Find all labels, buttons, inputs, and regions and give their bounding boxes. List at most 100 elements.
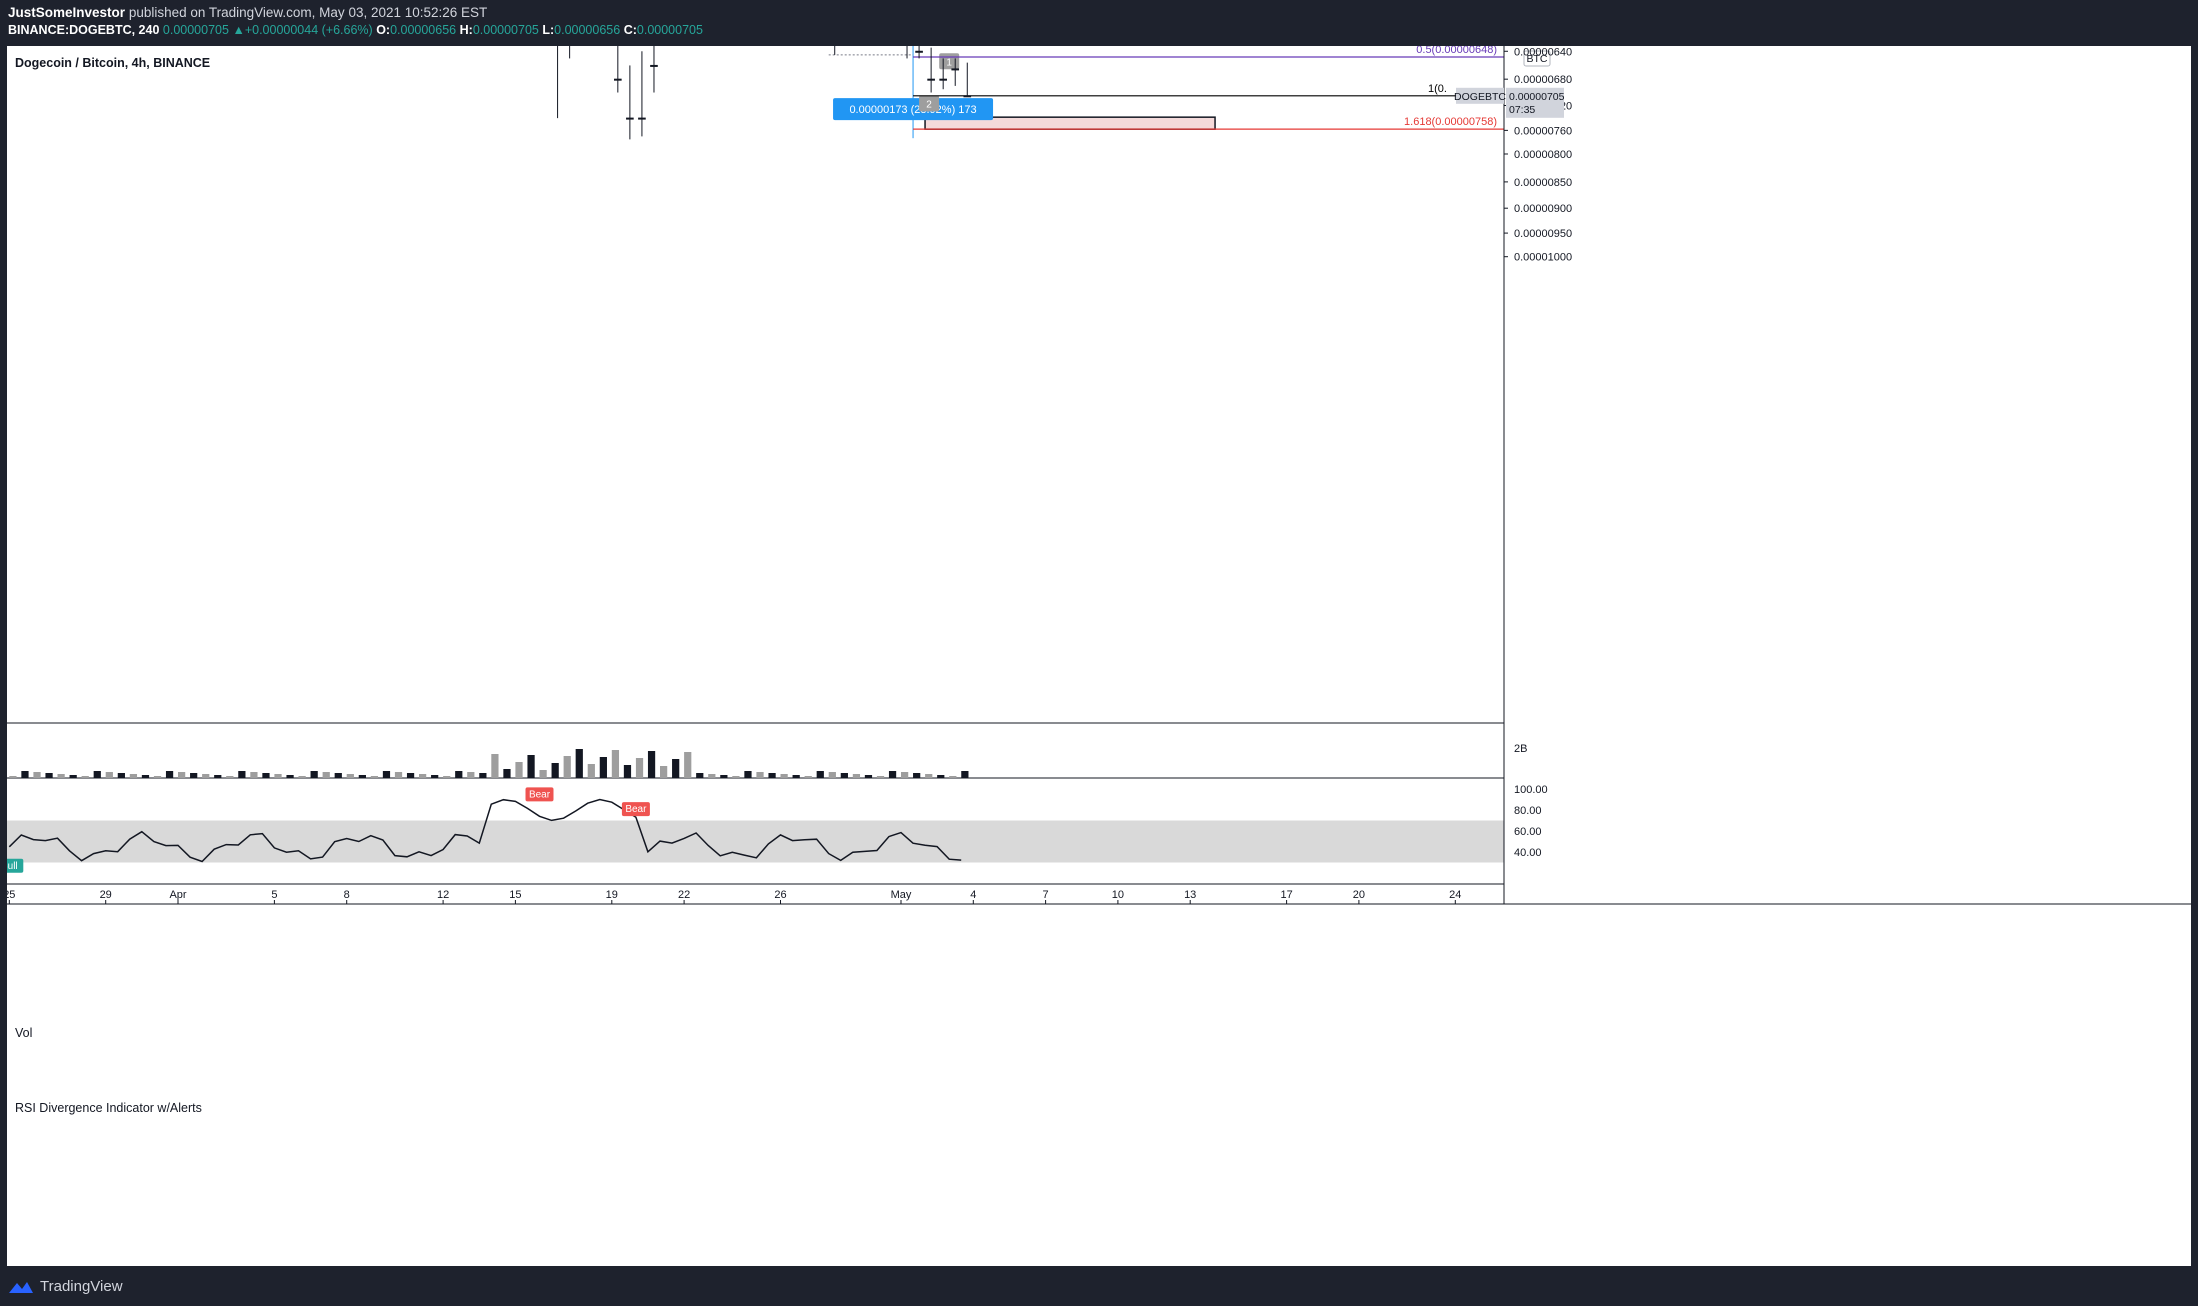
x-tick-label: Apr [169, 889, 186, 901]
volume-bar [370, 776, 379, 778]
volume-bar [828, 772, 836, 778]
volume-bar [153, 776, 162, 778]
y-tick-label: 0.00000950 [1514, 228, 1572, 240]
symbol-label-bg [1456, 87, 1504, 104]
x-tick-label: 10 [1112, 889, 1124, 901]
volume-bar [925, 774, 933, 778]
volume-bar [708, 774, 716, 778]
x-tick-label: 13 [1184, 889, 1196, 901]
rsi-line [8, 798, 962, 863]
volume-bar [117, 773, 125, 778]
volume-bar [57, 774, 65, 778]
volume-bar [479, 773, 487, 778]
high-value: 0.00000705 [472, 23, 539, 37]
y-tick-label: 0.00000640 [1514, 46, 1572, 58]
author-name[interactable]: JustSomeInvestor [8, 5, 126, 20]
volume-bar [852, 774, 861, 778]
volume-bar [443, 776, 451, 778]
price-axis[interactable]: BTC 0.00001000 0.00000950 0.00000900 0.00000… [1454, 46, 1572, 904]
ohlc-line: BINANCE:DOGEBTC, 240 0.00000705 ▲+0.0000… [8, 23, 703, 37]
volume-bar [21, 771, 29, 778]
volume-bar [635, 758, 644, 778]
tradingview-icon [9, 1281, 33, 1293]
candle-body [915, 50, 923, 53]
volume-bar [33, 772, 41, 778]
time-axis[interactable]: 25 29 Apr 5 8 12 15 19 22 26 May 4 7 10 13 17 20 24 [7, 889, 2191, 905]
volume-bar [527, 755, 535, 778]
measure-label: 0.00000173 (28.92%) 173 [849, 104, 976, 116]
volume-pane: 2B [9, 743, 1527, 778]
rsi-tick-label: 100.00 [1514, 784, 1548, 796]
volume-bar [358, 775, 366, 778]
volume-bar [129, 774, 138, 778]
volume-bar [876, 776, 885, 778]
volume-bar [864, 775, 873, 778]
brand-text: TradingView [40, 1278, 123, 1295]
rsi-signal-bg [7, 858, 24, 873]
rsi-pane: 100.00 80.00 60.00 40.00 Bear Bear Bull [7, 784, 1548, 873]
x-tick-label: 12 [437, 889, 449, 901]
volume-bar [768, 773, 776, 778]
volume-bar [539, 770, 547, 778]
y-tick-label: 0.00001000 [1514, 252, 1572, 264]
candle-body [963, 95, 972, 98]
x-tick-label: 19 [606, 889, 618, 901]
rsi-tick-label: 40.00 [1514, 847, 1542, 859]
volume-bar [816, 771, 824, 778]
volume-bar [551, 763, 559, 778]
tradingview-logo[interactable]: TradingView [8, 1278, 123, 1295]
volume-bar [949, 776, 957, 778]
low-label: L: [542, 23, 555, 37]
rsi-signal: Bear [625, 804, 647, 815]
volume-bar [467, 772, 475, 778]
volume-bar [45, 773, 53, 778]
volume-bar [888, 771, 897, 778]
y-tick-label: 0.00000800 [1514, 149, 1572, 161]
volume-bar [804, 776, 812, 778]
rsi-signal-bg [621, 802, 650, 817]
wave-label: 2 [926, 99, 932, 110]
x-tick-label: 26 [774, 889, 786, 901]
chart-area[interactable]: 0.00000173 (28.92%) 173 2 1 1.618(0.000007… [7, 46, 2191, 1266]
rsi-signal: Bull [7, 861, 18, 872]
rsi-tick-label: 60.00 [1514, 826, 1542, 838]
volume-bar [491, 754, 499, 778]
x-tick-label: 20 [1353, 889, 1365, 901]
candle-body [650, 64, 658, 67]
published-text: published on TradingView.com, May 03, 20… [128, 5, 488, 20]
volume-bar [792, 775, 800, 778]
price-text: 0.00000705 [162, 23, 229, 37]
volume-bar [563, 756, 571, 778]
open-label: O: [376, 23, 391, 37]
chart-title: Dogecoin / Bitcoin, 4h, BINANCE [15, 56, 210, 70]
x-tick-label: 8 [344, 889, 350, 901]
volume-bar [732, 776, 740, 778]
volume-bar [165, 771, 174, 778]
y-tick-label: 0.00000680 [1514, 74, 1572, 86]
volume-bar [756, 772, 764, 778]
fib-label: 1.618(0.00000758) [1404, 116, 1497, 128]
volume-bar [744, 771, 752, 778]
volume-bar [286, 775, 294, 778]
x-tick-label: 29 [100, 889, 112, 901]
currency-box [1523, 50, 1551, 67]
x-tick-label: 17 [1280, 889, 1292, 901]
y-tick-label: 0.00000760 [1514, 125, 1572, 137]
volume-bar [214, 775, 222, 778]
x-tick-label: May [891, 889, 912, 901]
last-price-label: 0.00000705 [1509, 91, 1565, 103]
volume-bar [684, 752, 692, 778]
volume-bar [9, 776, 17, 778]
candle-body [939, 78, 947, 81]
volume-bar [69, 775, 77, 778]
volume-bar [515, 762, 523, 778]
volume-bar [696, 773, 704, 778]
measure-label-bg [833, 98, 994, 121]
volume-bar [298, 776, 306, 778]
volume-bar [780, 774, 788, 778]
volume-bar [382, 771, 391, 778]
rsi-tick-label: 80.00 [1514, 805, 1542, 817]
volume-bar [720, 775, 728, 778]
